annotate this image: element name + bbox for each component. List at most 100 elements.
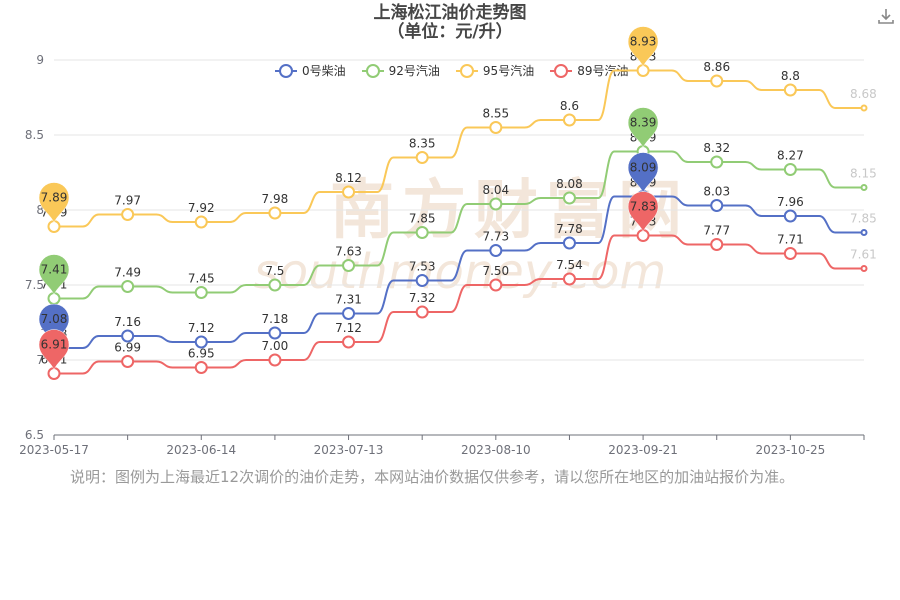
- data-point[interactable]: [489, 278, 503, 292]
- data-label: 7.5: [265, 264, 284, 278]
- legend-item-92[interactable]: 92号汽油: [361, 62, 440, 79]
- data-label: 7.61: [850, 248, 877, 262]
- data-label: 7.71: [777, 233, 804, 247]
- data-point[interactable]: [342, 335, 356, 349]
- mark-pin-icon: [38, 254, 70, 296]
- data-point[interactable]: [194, 335, 208, 349]
- legend-item-diesel[interactable]: 0号柴油: [275, 62, 346, 79]
- mark-pin-label: 7.83: [630, 200, 657, 214]
- data-point[interactable]: [342, 307, 356, 320]
- x-tick-label: 2023-07-13: [314, 443, 384, 457]
- mark-pin-label: 6.91: [41, 338, 68, 352]
- data-label: 8.32: [703, 141, 730, 155]
- data-label: 8.6: [560, 99, 579, 113]
- data-label: 8.55: [482, 107, 509, 121]
- data-label: 8.12: [335, 171, 362, 185]
- data-point[interactable]: [415, 226, 429, 239]
- data-point[interactable]: [860, 229, 868, 236]
- mark-pin-label: 7.41: [41, 263, 68, 277]
- mark-pin-label: 8.09: [630, 161, 657, 175]
- data-point[interactable]: [121, 329, 135, 343]
- data-label: 7.78: [556, 222, 583, 236]
- data-point[interactable]: [489, 121, 503, 134]
- legend-item-95[interactable]: 95号汽油: [455, 62, 535, 79]
- y-tick-label: 8: [36, 203, 44, 217]
- data-label: 8.27: [777, 149, 804, 163]
- data-point[interactable]: [710, 199, 724, 212]
- mark-pin-icon: [627, 26, 659, 68]
- x-tick-label: 2023-05-17: [19, 443, 89, 457]
- data-point[interactable]: [268, 353, 282, 367]
- chart-title: 上海松江油价走势图: [373, 3, 527, 23]
- data-point[interactable]: [121, 355, 135, 368]
- data-point[interactable]: [562, 113, 576, 127]
- data-label: 8.86: [703, 60, 730, 74]
- data-point[interactable]: [415, 274, 429, 287]
- data-point[interactable]: [860, 104, 868, 112]
- data-point[interactable]: [268, 326, 282, 340]
- data-label: 7.12: [188, 321, 215, 335]
- mark-pin-icon: [627, 191, 659, 233]
- data-label: 7.45: [188, 272, 215, 286]
- data-point[interactable]: [562, 191, 576, 205]
- data-point[interactable]: [783, 247, 797, 260]
- data-label: 6.99: [114, 341, 141, 355]
- mark-pin-label: 7.08: [41, 312, 68, 326]
- data-label: 6.95: [188, 347, 215, 361]
- data-label: 7.31: [335, 293, 362, 307]
- data-label: 7.12: [335, 321, 362, 335]
- data-point[interactable]: [121, 280, 135, 293]
- data-point[interactable]: [268, 206, 282, 220]
- data-point[interactable]: [710, 238, 724, 251]
- y-tick-label: 7: [36, 353, 44, 367]
- data-point[interactable]: [342, 185, 356, 199]
- data-point[interactable]: [860, 184, 868, 191]
- download-icon[interactable]: [876, 6, 896, 26]
- data-point[interactable]: [415, 151, 429, 164]
- y-tick-label: 6.5: [25, 428, 44, 442]
- data-point[interactable]: [710, 155, 724, 169]
- data-label: 7.63: [335, 245, 362, 259]
- legend-marker-icon: [361, 63, 384, 78]
- data-point[interactable]: [562, 236, 576, 250]
- data-point[interactable]: [121, 208, 135, 221]
- series-line-3: [54, 234, 864, 375]
- data-point[interactable]: [268, 278, 282, 292]
- data-point[interactable]: [342, 259, 356, 272]
- data-point[interactable]: [783, 209, 797, 223]
- legend-item-89[interactable]: 89号汽油: [550, 62, 628, 79]
- mark-pin-label: 8.39: [630, 116, 657, 130]
- x-tick-label: 2023-10-25: [755, 443, 825, 457]
- mark-pin-icon: [38, 303, 70, 345]
- mark-pin-icon: [627, 152, 659, 194]
- data-point[interactable]: [194, 361, 208, 374]
- data-label: 8.03: [703, 185, 730, 199]
- legend-label: 95号汽油: [482, 64, 535, 78]
- mark-pin-label: 7.89: [41, 191, 68, 205]
- data-point[interactable]: [194, 286, 208, 299]
- data-label: 8.15: [850, 167, 877, 181]
- series-line-0: [54, 195, 864, 349]
- x-tick-label: 2023-09-21: [608, 443, 678, 457]
- data-point[interactable]: [415, 305, 429, 319]
- data-label: 7.92: [188, 201, 215, 215]
- data-label: 7.98: [262, 192, 289, 206]
- data-label: 7.00: [262, 339, 289, 353]
- data-point[interactable]: [489, 244, 503, 257]
- data-point[interactable]: [860, 265, 868, 272]
- mark-pin-label: 8.93: [630, 35, 657, 49]
- data-point[interactable]: [562, 272, 576, 286]
- y-tick-label: 7.5: [25, 278, 44, 292]
- data-label: 8.35: [409, 137, 436, 151]
- data-label: 7.85: [850, 212, 877, 226]
- data-point[interactable]: [489, 197, 503, 211]
- x-tick-label: 2023-08-10: [461, 443, 531, 457]
- mark-pin-icon: [627, 107, 659, 149]
- data-point[interactable]: [194, 215, 208, 229]
- data-point[interactable]: [783, 83, 797, 97]
- data-point[interactable]: [710, 74, 724, 88]
- data-label: 8.08: [556, 177, 583, 191]
- legend-marker-icon: [275, 63, 297, 78]
- data-point[interactable]: [783, 163, 797, 176]
- chart-note: 说明：图例为上海最近12次调价的油价走势，本网站油价数据仅供参考，请以您所在地区…: [70, 468, 795, 486]
